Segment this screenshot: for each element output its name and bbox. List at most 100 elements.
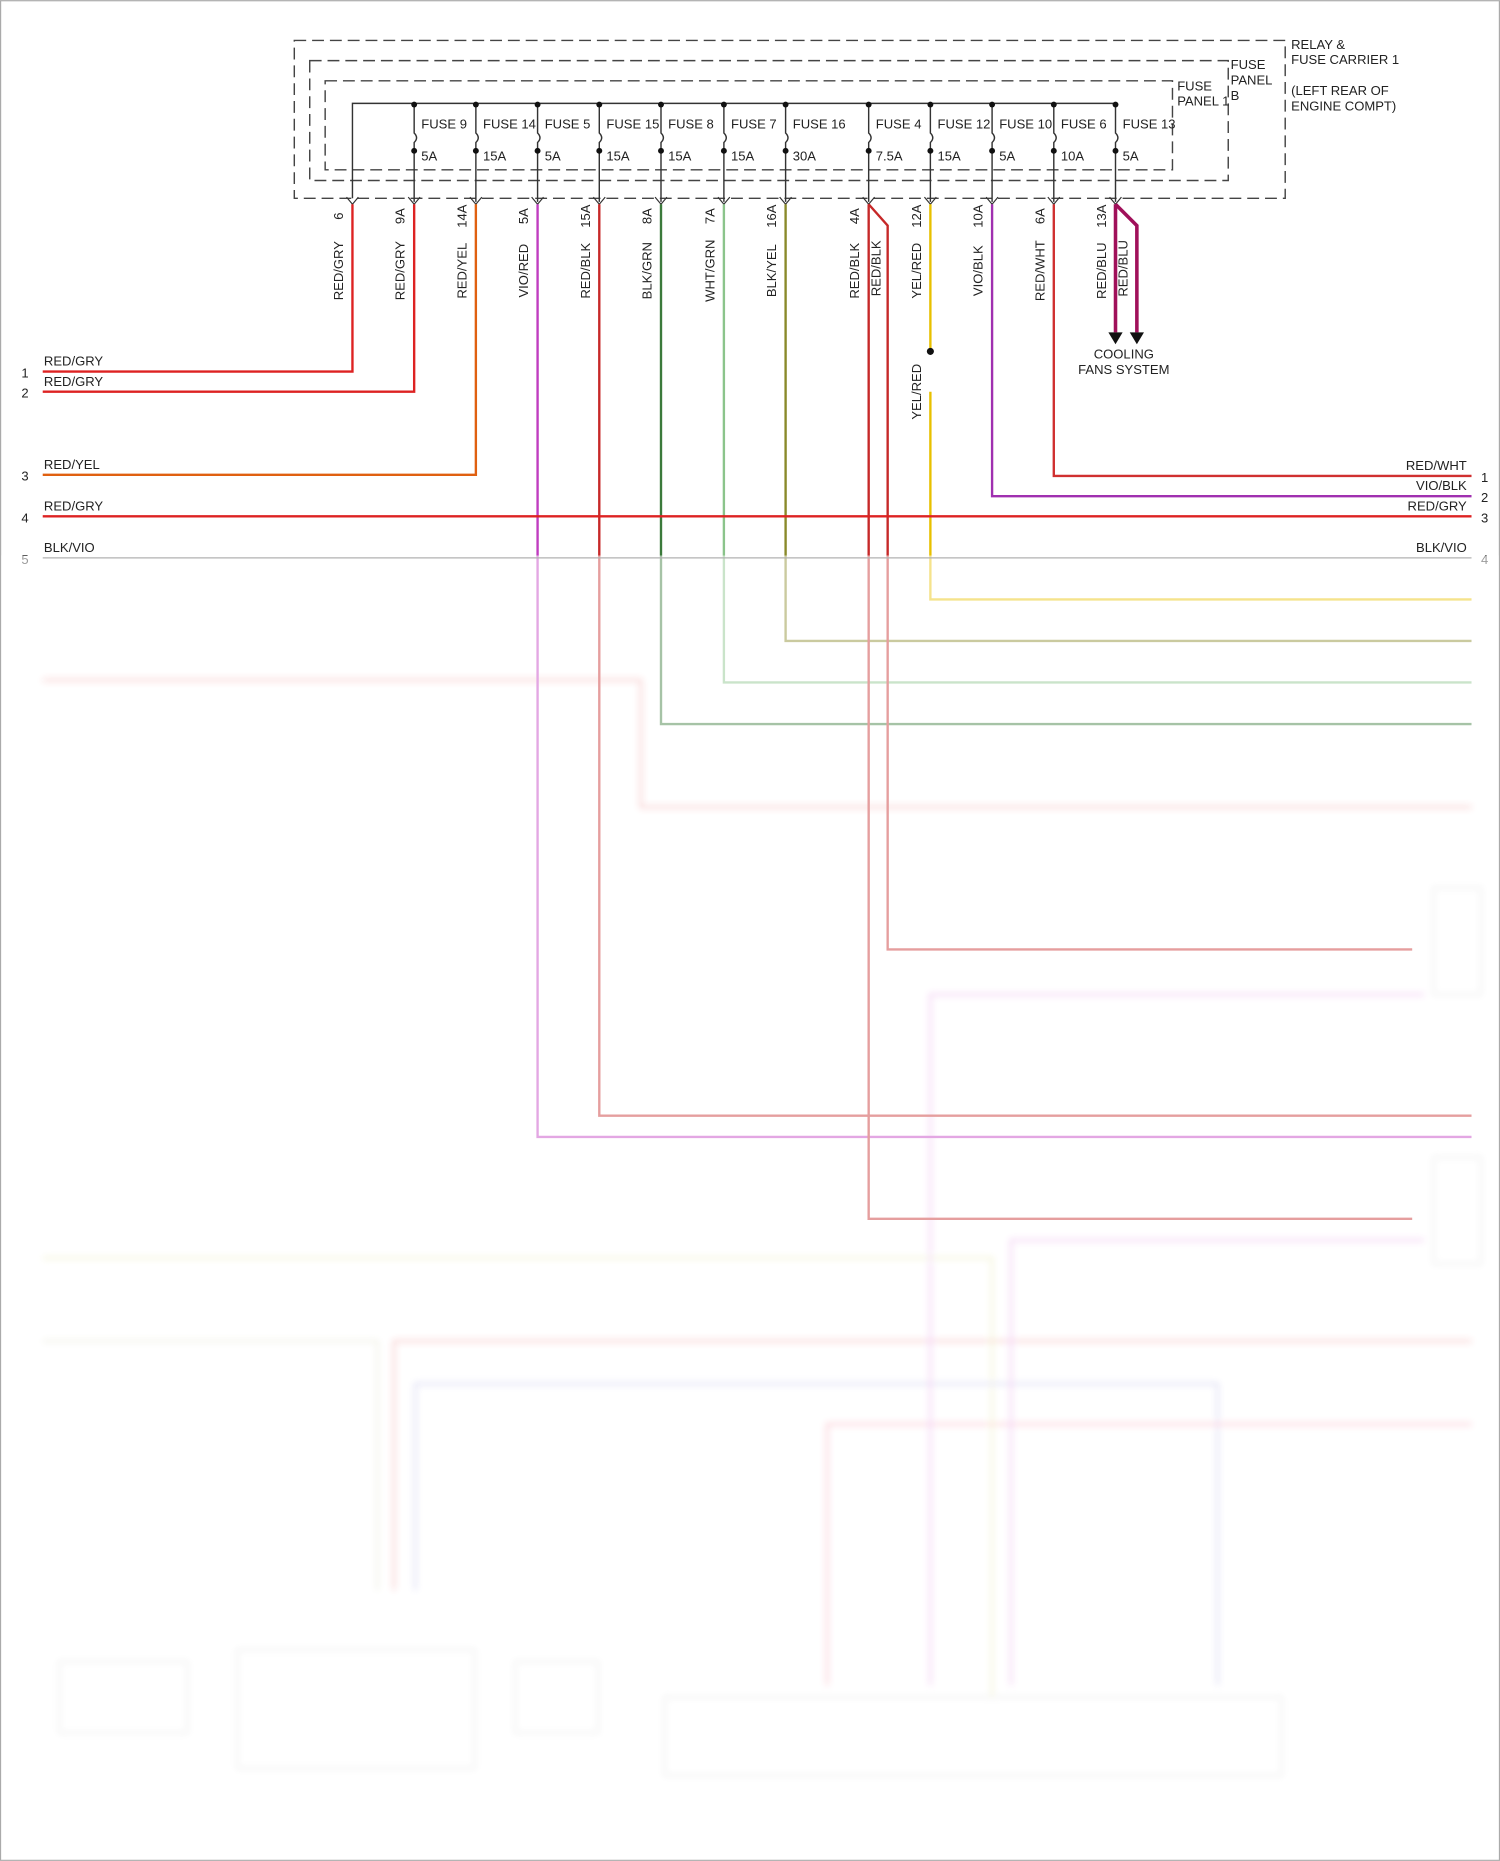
relay-box: [293, 39, 1286, 200]
wire-label: RED/GRY: [393, 241, 408, 301]
wire-label: RED/BLK: [869, 240, 884, 296]
pin-label: 14A: [454, 204, 469, 228]
pin-label: 15A: [578, 204, 593, 228]
fuse-rating: 5A: [1123, 148, 1139, 163]
wire: [1114, 103, 1119, 202]
wire-label: WHT/GRN: [702, 240, 717, 302]
connector-wire: RED/GRY: [44, 498, 104, 513]
fuse-terminal: [989, 147, 996, 154]
panel-b-label: PANEL: [1231, 72, 1273, 87]
fuse-terminal: [865, 147, 872, 154]
wire-label: VIO/RED: [516, 244, 531, 298]
fuse-terminal: [596, 101, 603, 108]
fuse-label: FUSE 7: [731, 116, 777, 131]
pin-label: 6: [331, 212, 346, 219]
wire-label: YEL/RED: [909, 364, 924, 420]
fuse-terminal: [1050, 101, 1057, 108]
fuse-rating: 5A: [545, 148, 561, 163]
connector-wire: RED/GRY: [44, 374, 104, 389]
fuse-terminal: [472, 101, 479, 108]
wire-label: RED/BLK: [578, 242, 593, 298]
fuse-terminal: [1050, 147, 1057, 154]
fuse-terminal: [1112, 147, 1119, 154]
fuse-rating: 15A: [731, 148, 755, 163]
fuse-label: FUSE 12: [937, 116, 990, 131]
connector-wire: RED/YEL: [44, 457, 100, 472]
fuse-terminal: [658, 101, 664, 108]
fuse-label: FUSE 6: [1061, 116, 1107, 131]
wire: [536, 103, 541, 202]
wire: [413, 103, 418, 202]
fuse-terminal: [534, 101, 541, 108]
wire: [991, 103, 996, 202]
fuse-label: FUSE 14: [483, 116, 536, 131]
fuse-terminal: [782, 147, 789, 154]
wire: [42, 204, 478, 476]
connector-wire: RED/GRY: [1408, 498, 1468, 513]
wire-label: RED/GRY: [331, 241, 346, 301]
pin-label: 10A: [971, 204, 986, 228]
fuse-terminal: [865, 101, 872, 108]
fuse-terminal: [720, 101, 727, 108]
fuse-terminal: [989, 101, 996, 108]
fuse-rating: 10A: [1061, 148, 1085, 163]
connector-pin: 1: [1481, 470, 1488, 485]
fuse-terminal: [927, 147, 934, 154]
panel-1-label: PANEL 1: [1177, 94, 1229, 109]
fuse-rating: 5A: [421, 148, 437, 163]
pin-label: 13A: [1094, 204, 1109, 228]
pin-label: 16A: [764, 204, 779, 228]
connector-pin: 2: [1481, 490, 1488, 505]
wire: [598, 103, 603, 202]
wire: [1052, 204, 1472, 478]
arrow: [1108, 332, 1123, 345]
fuse-label: FUSE 9: [421, 116, 467, 131]
pin-label: 8A: [640, 208, 655, 224]
fuse-rating: 15A: [483, 148, 507, 163]
wire: [867, 103, 872, 202]
wire: [1114, 202, 1139, 333]
cooling-fans-label: COOLING: [1094, 347, 1154, 362]
fuse-terminal: [658, 147, 664, 154]
connector-pin: 2: [21, 386, 28, 401]
fuse-rating: 15A: [937, 148, 961, 163]
wire: [1053, 103, 1057, 202]
arrow: [1129, 332, 1144, 345]
connector-pin: 1: [21, 365, 28, 380]
pin-label: 4A: [847, 208, 862, 224]
wire-label: RED/WHT: [1032, 240, 1047, 301]
wire-label: RED/YEL: [454, 243, 469, 299]
wire: [351, 102, 1116, 199]
wire: [660, 103, 665, 202]
connector-wire: VIO/BLK: [1416, 478, 1467, 493]
connector-wire: RED/WHT: [1406, 458, 1467, 473]
wire-label: BLK/GRN: [640, 242, 655, 299]
connector-pin: 3: [1481, 510, 1488, 525]
pin-label: 6A: [1032, 208, 1047, 224]
connector-pin: 3: [21, 469, 28, 484]
wire-label: VIO/BLK: [971, 245, 986, 296]
fuse-rating: 5A: [999, 148, 1015, 163]
fuse-label: FUSE 4: [876, 116, 922, 131]
wire: [990, 204, 1472, 498]
fuse-rating: 15A: [668, 148, 692, 163]
fuse-terminal: [1112, 101, 1119, 108]
relay-label: ENGINE COMPT): [1291, 98, 1396, 113]
pin-label: 7A: [702, 208, 717, 224]
fuse-label: FUSE 5: [545, 116, 591, 131]
pin-label: 12A: [909, 204, 924, 228]
pin-label: 5A: [516, 208, 531, 224]
fuse-terminal: [534, 147, 541, 154]
wire: [723, 103, 727, 202]
connector-pin: 4: [21, 510, 28, 525]
fuse-terminal: [411, 147, 418, 154]
fuse-label: FUSE 15: [606, 116, 659, 131]
fuse-label: FUSE 8: [668, 116, 714, 131]
fuse-terminal: [411, 101, 418, 108]
wire-label: RED/BLK: [847, 242, 862, 298]
cooling-fans-label: FANS SYSTEM: [1078, 362, 1169, 377]
panel-1-box: [324, 80, 1174, 171]
panel-1-label: FUSE: [1177, 78, 1212, 93]
fuse-label: FUSE 16: [793, 116, 846, 131]
